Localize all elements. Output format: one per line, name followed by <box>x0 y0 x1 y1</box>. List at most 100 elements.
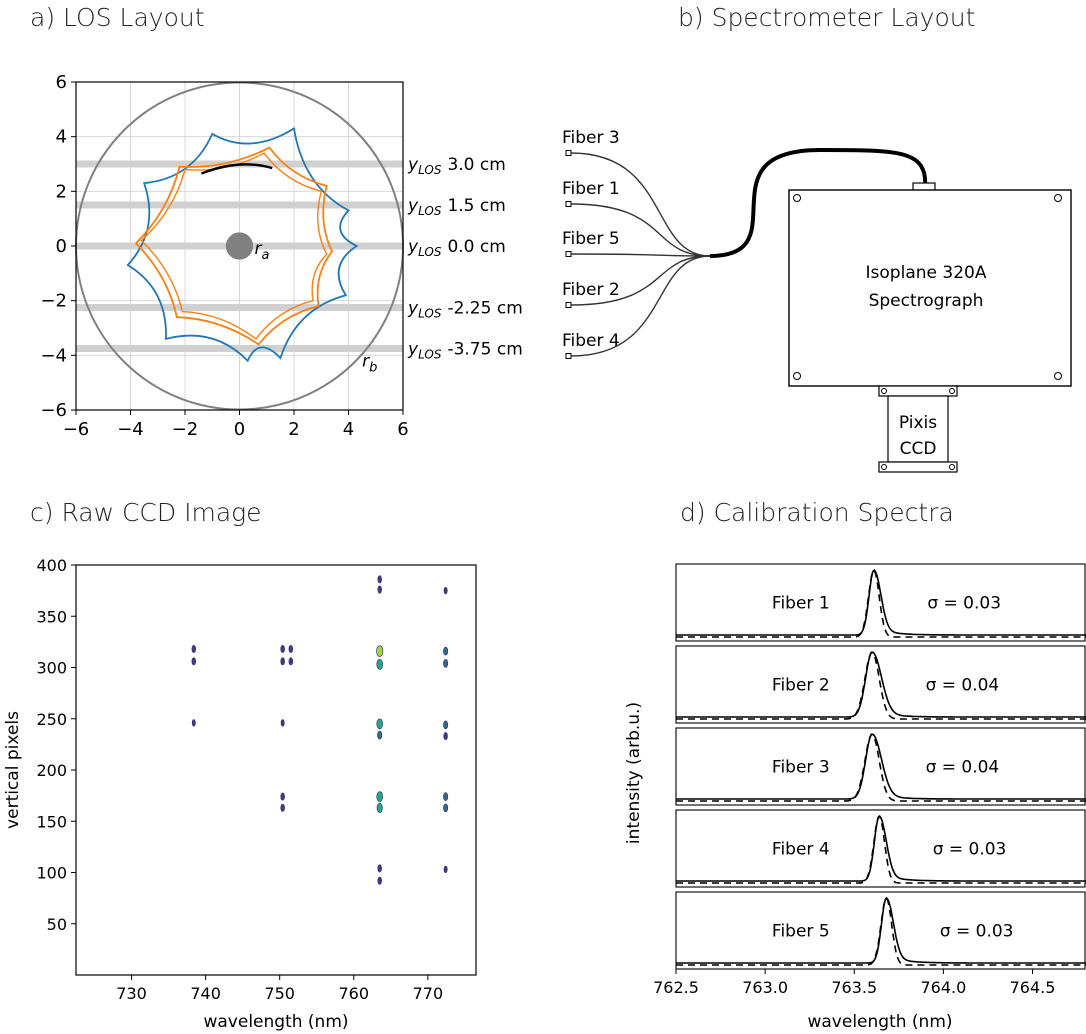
fit-spectrum <box>676 568 1086 638</box>
fiber-label: Fiber 2 <box>772 676 830 696</box>
fiber-line <box>570 255 711 306</box>
ccd-box <box>887 395 949 463</box>
y-tick-label: −2 <box>40 291 67 312</box>
ylabel-d: intensity (arb.u.) <box>624 702 644 844</box>
los-label: yLOS 3.0 cm <box>407 155 506 177</box>
measured-spectrum <box>676 896 1086 964</box>
sigma-label: σ = 0.04 <box>926 758 1000 778</box>
xlabel-c: wavelength (nm) <box>203 1012 348 1032</box>
fiber-label: Fiber 2 <box>562 280 620 300</box>
ccd-spot <box>377 585 382 594</box>
title-c: c) Raw CCD Image <box>30 498 262 527</box>
ccd-spot <box>377 575 382 584</box>
y-tick-label: 0 <box>56 236 67 257</box>
y-tick-label: 400 <box>36 556 67 575</box>
ccd-spot <box>280 657 285 666</box>
fiber-label: Fiber 1 <box>772 594 830 614</box>
ccd-spot <box>288 645 294 654</box>
fiber-line <box>570 255 711 357</box>
xlabel-d: wavelength (nm) <box>807 1012 952 1032</box>
subplot-frame <box>675 809 1086 888</box>
spectrograph-label-2: Spectrograph <box>869 291 984 311</box>
sigma-label: σ = 0.03 <box>940 922 1014 942</box>
ccd-spots <box>191 575 449 885</box>
y-tick-label: 150 <box>36 812 67 831</box>
ccd-spot <box>443 659 449 668</box>
subplot-frame <box>675 727 1086 806</box>
screw-icon <box>793 372 801 380</box>
ccd-label-2: CCD <box>900 439 937 459</box>
fit-spectrum <box>676 733 1086 802</box>
y-tick-label: 50 <box>47 915 67 934</box>
ccd-spot <box>377 876 382 885</box>
title-a: a) LOS Layout <box>30 3 205 32</box>
x-tick-label: 762.5 <box>653 978 699 997</box>
los-label: yLOS -3.75 cm <box>407 340 523 362</box>
ccd-spot <box>280 792 285 801</box>
spectra-subplots: Fiber 1 σ = 0.03 Fiber 2 σ = 0.04 Fiber 3 σ =… <box>675 563 1086 970</box>
y-tick-label: 2 <box>56 181 67 202</box>
ccd-spot <box>376 802 383 813</box>
fiber-label: Fiber 4 <box>562 331 620 351</box>
x-tick-label: 750 <box>264 984 295 1003</box>
x-tick-label: −2 <box>172 419 199 440</box>
x-tick-label: 760 <box>339 984 370 1003</box>
fit-spectrum <box>676 651 1086 720</box>
x-tick-label: 764.0 <box>920 978 966 997</box>
screw-icon <box>949 388 955 394</box>
ccd-spot <box>191 645 196 654</box>
x-tick-label: 763.5 <box>831 978 877 997</box>
spectrograph-label-1: Isoplane 320A <box>866 263 987 283</box>
x-tick-label: −6 <box>63 419 90 440</box>
fiber-label: Fiber 5 <box>562 229 620 249</box>
x-tick-label: 764.5 <box>1010 978 1056 997</box>
fibers: Fiber 3 Fiber 1 Fiber 5 Fiber 2 Fiber 4 <box>562 128 711 359</box>
sigma-label: σ = 0.03 <box>933 840 1007 860</box>
inner-circle <box>225 232 254 260</box>
fiber-bundle <box>709 147 928 258</box>
ccd-label-1: Pixis <box>899 413 937 433</box>
fiber-line <box>570 203 711 257</box>
x-tick-label: 763.0 <box>742 978 788 997</box>
label-rb: rb <box>362 351 377 375</box>
spectrometer-diagram: Fiber 3 Fiber 1 Fiber 5 Fiber 2 Fiber 4 Isop… <box>562 128 1072 473</box>
screw-icon <box>793 194 801 202</box>
raw-ccd-plot: 730 740 750 760 770 50 100 150 200 250 300 350 400 w… <box>3 556 477 1032</box>
label-ra: ra <box>254 239 269 263</box>
sigma-label: σ = 0.03 <box>927 594 1001 614</box>
ccd-spot <box>280 803 285 812</box>
ccd-spot <box>280 719 285 727</box>
fiber-connector <box>565 302 572 308</box>
measured-spectrum <box>676 814 1086 882</box>
orange-boundary <box>134 146 334 346</box>
y-tick-label: 100 <box>36 864 67 883</box>
fiber-connector <box>565 353 572 359</box>
flux-shapes <box>126 126 359 363</box>
y-tick-label: 350 <box>36 607 67 626</box>
measured-spectrum <box>676 568 1086 636</box>
x-tick-label: 2 <box>288 419 299 440</box>
ccd-spot <box>191 719 196 727</box>
title-b: b) Spectrometer Layout <box>678 3 975 32</box>
ccd-spot <box>443 586 448 595</box>
subplot-frame <box>675 645 1086 724</box>
ccd-spot <box>376 659 383 670</box>
fit-spectrum <box>676 815 1086 884</box>
title-d: d) Calibration Spectra <box>680 498 954 527</box>
fiber-line <box>570 152 711 257</box>
fiber-connector <box>565 150 572 156</box>
x-tick-label: 6 <box>397 419 408 440</box>
y-tick-label: −6 <box>40 400 67 421</box>
ccd-spot <box>377 730 383 740</box>
fiber-label: Fiber 1 <box>562 179 620 199</box>
ccd-spot <box>443 732 448 741</box>
ccd-spot <box>288 657 294 666</box>
ticks-a: −6 −4 −2 0 2 4 6 −6 −4 −2 0 2 4 6 <box>40 72 408 440</box>
ccd-spot <box>191 657 196 666</box>
los-label: yLOS 1.5 cm <box>407 196 506 218</box>
screw-icon <box>881 464 887 470</box>
orange-boundary-inner <box>140 152 328 340</box>
ccd-spot <box>443 720 449 730</box>
measured-spectrum <box>676 733 1086 800</box>
